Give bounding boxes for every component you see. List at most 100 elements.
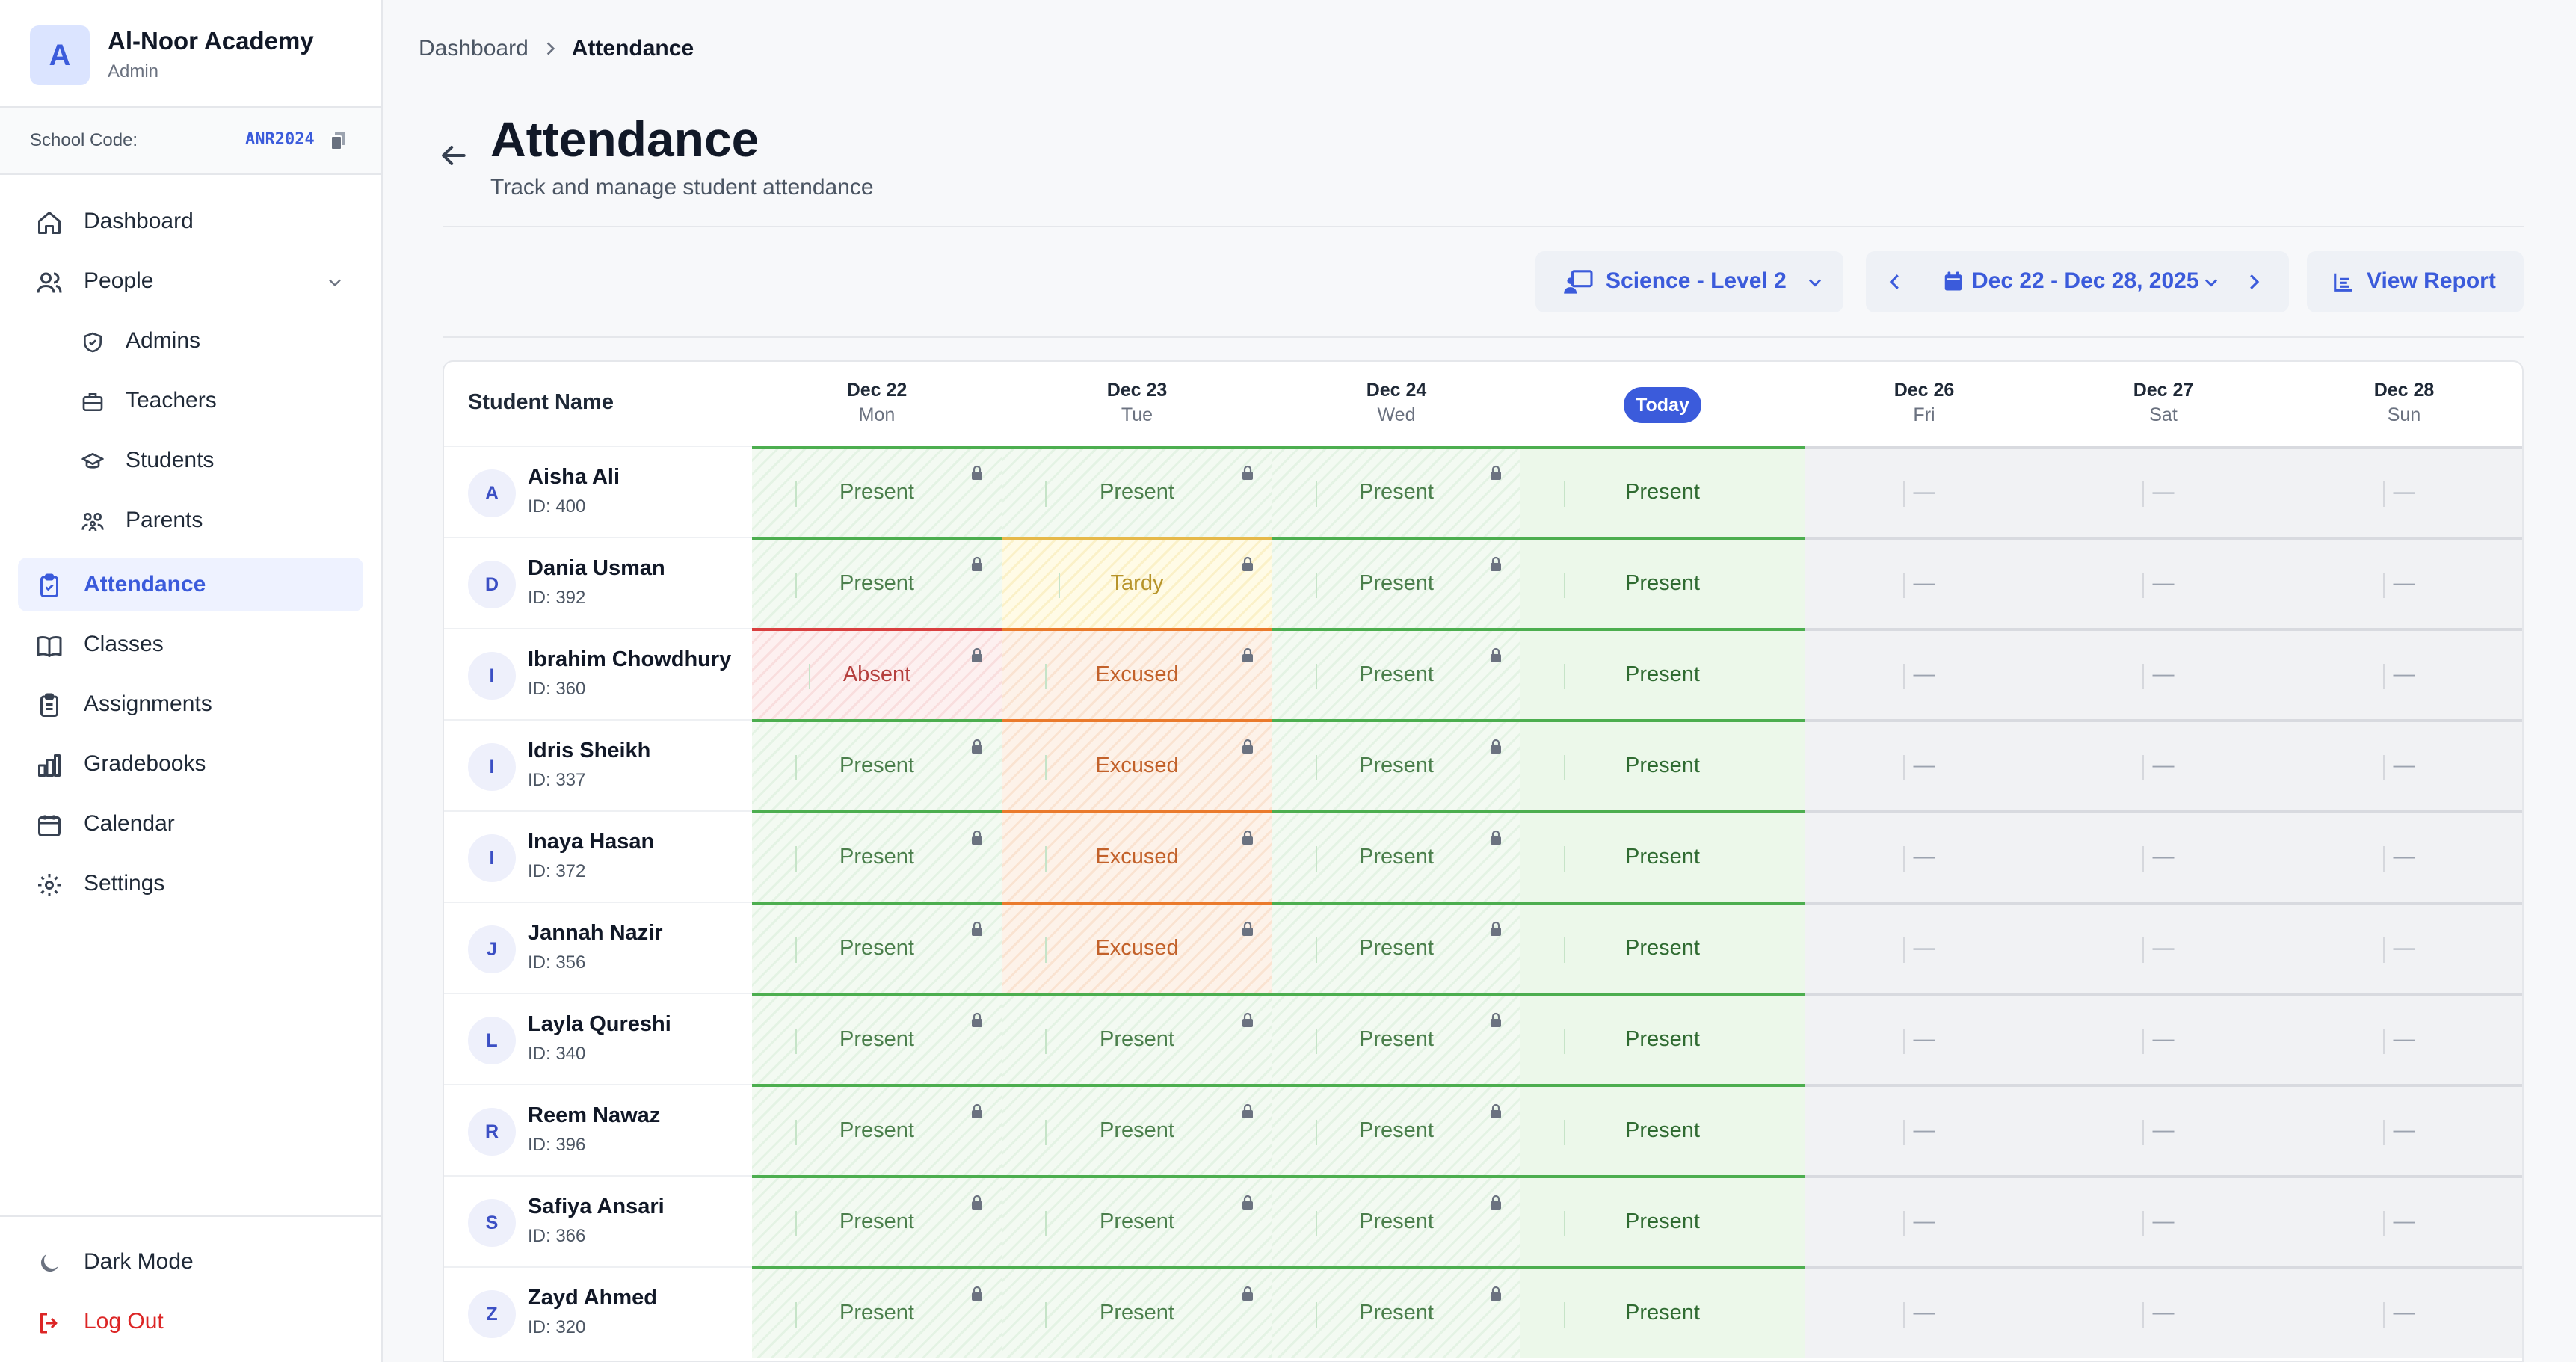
attendance-cell[interactable]: Present xyxy=(1002,1266,1272,1358)
attendance-cell-empty[interactable]: — xyxy=(2283,628,2522,719)
attendance-cell-empty[interactable]: — xyxy=(2044,993,2283,1084)
copy-icon[interactable] xyxy=(329,130,348,151)
nav-students[interactable]: Students xyxy=(18,434,363,487)
attendance-cell[interactable]: Present xyxy=(1520,719,1805,810)
attendance-cell-empty[interactable]: — xyxy=(1805,1175,2044,1266)
attendance-cell[interactable]: Present xyxy=(1272,1266,1520,1358)
student-cell[interactable]: R Reem Nawaz ID: 396 xyxy=(444,1084,752,1175)
attendance-cell[interactable]: Present xyxy=(1272,446,1520,537)
student-cell[interactable]: A Aisha Ali ID: 400 xyxy=(444,446,752,537)
attendance-cell-empty[interactable]: — xyxy=(1805,902,2044,993)
student-cell[interactable]: L Layla Qureshi ID: 340 xyxy=(444,993,752,1084)
attendance-cell-empty[interactable]: — xyxy=(2283,719,2522,810)
chevron-down-icon[interactable] xyxy=(324,272,345,293)
attendance-cell-empty[interactable]: — xyxy=(2044,810,2283,902)
nav-people[interactable]: People xyxy=(18,254,363,308)
attendance-cell[interactable]: Present xyxy=(1272,628,1520,719)
student-cell[interactable]: D Dania Usman ID: 392 xyxy=(444,537,752,628)
student-cell[interactable]: Z Zayd Ahmed ID: 320 xyxy=(444,1266,752,1358)
nav-parents[interactable]: Parents xyxy=(18,493,363,547)
attendance-cell-empty[interactable]: — xyxy=(1805,537,2044,628)
attendance-cell[interactable]: Present xyxy=(1520,1266,1805,1358)
nav-gradebooks[interactable]: Gradebooks xyxy=(18,737,363,791)
attendance-cell-empty[interactable]: — xyxy=(2283,1266,2522,1358)
back-arrow-icon[interactable] xyxy=(437,139,469,172)
attendance-cell[interactable]: Present xyxy=(1520,1175,1805,1266)
attendance-cell[interactable]: Present xyxy=(1002,1084,1272,1175)
attendance-cell[interactable]: Present xyxy=(1520,446,1805,537)
nav-assignments[interactable]: Assignments xyxy=(18,677,363,731)
previous-week-button[interactable] xyxy=(1884,271,1906,293)
attendance-cell-empty[interactable]: — xyxy=(2044,1175,2283,1266)
attendance-cell[interactable]: Present xyxy=(752,1084,1002,1175)
attendance-cell-empty[interactable]: — xyxy=(2044,1084,2283,1175)
breadcrumb-dashboard[interactable]: Dashboard xyxy=(419,36,529,61)
attendance-cell-empty[interactable]: — xyxy=(1805,628,2044,719)
nav-calendar[interactable]: Calendar xyxy=(18,797,363,851)
student-cell[interactable]: I Ibrahim Chowdhury ID: 360 xyxy=(444,628,752,719)
attendance-cell[interactable]: Excused xyxy=(1002,719,1272,810)
attendance-cell[interactable]: Present xyxy=(1520,810,1805,902)
attendance-cell[interactable]: Present xyxy=(1520,1084,1805,1175)
nav-settings[interactable]: Settings xyxy=(18,857,363,910)
attendance-cell[interactable]: Present xyxy=(1520,993,1805,1084)
attendance-cell[interactable]: Present xyxy=(752,902,1002,993)
attendance-cell-empty[interactable]: — xyxy=(2283,810,2522,902)
chevron-down-icon[interactable] xyxy=(2201,272,2222,293)
attendance-cell-empty[interactable]: — xyxy=(1805,1084,2044,1175)
attendance-cell-empty[interactable]: — xyxy=(2283,902,2522,993)
attendance-cell[interactable]: Present xyxy=(1272,993,1520,1084)
logout-button[interactable]: Log Out xyxy=(18,1295,363,1349)
attendance-cell[interactable]: Present xyxy=(752,810,1002,902)
attendance-cell[interactable]: Present xyxy=(752,446,1002,537)
nav-admins[interactable]: Admins xyxy=(18,314,363,368)
class-select[interactable]: Science - Level 2 xyxy=(1535,251,1843,312)
attendance-cell-empty[interactable]: — xyxy=(2044,446,2283,537)
attendance-cell[interactable]: Present xyxy=(1520,537,1805,628)
attendance-cell[interactable]: Present xyxy=(1272,719,1520,810)
attendance-cell[interactable]: Absent xyxy=(752,628,1002,719)
nav-teachers[interactable]: Teachers xyxy=(18,374,363,428)
attendance-cell[interactable]: Present xyxy=(752,1266,1002,1358)
week-range-label[interactable]: Dec 22 - Dec 28, 2025 xyxy=(1972,268,2199,293)
attendance-cell-empty[interactable]: — xyxy=(2283,993,2522,1084)
attendance-cell[interactable]: Present xyxy=(752,537,1002,628)
attendance-cell-empty[interactable]: — xyxy=(2044,628,2283,719)
attendance-cell[interactable]: Present xyxy=(752,1175,1002,1266)
student-cell[interactable]: S Safiya Ansari ID: 366 xyxy=(444,1175,752,1266)
attendance-cell[interactable]: Excused xyxy=(1002,902,1272,993)
nav-classes[interactable]: Classes xyxy=(18,617,363,671)
attendance-cell[interactable]: Present xyxy=(1520,628,1805,719)
attendance-cell[interactable]: Present xyxy=(1272,1084,1520,1175)
attendance-cell-empty[interactable]: — xyxy=(2283,537,2522,628)
student-cell[interactable]: J Jannah Nazir ID: 356 xyxy=(444,902,752,993)
next-week-button[interactable] xyxy=(2243,271,2265,293)
student-cell[interactable]: I Idris Sheikh ID: 337 xyxy=(444,719,752,810)
attendance-cell-empty[interactable]: — xyxy=(1805,446,2044,537)
attendance-cell-empty[interactable]: — xyxy=(1805,810,2044,902)
attendance-cell[interactable]: Tardy xyxy=(1002,537,1272,628)
attendance-cell[interactable]: Present xyxy=(752,719,1002,810)
attendance-cell[interactable]: Present xyxy=(1002,1175,1272,1266)
dark-mode-toggle[interactable]: Dark Mode xyxy=(18,1235,363,1289)
attendance-cell-empty[interactable]: — xyxy=(2283,1175,2522,1266)
attendance-cell[interactable]: Present xyxy=(1002,993,1272,1084)
attendance-cell[interactable]: Present xyxy=(1272,1175,1520,1266)
attendance-cell-empty[interactable]: — xyxy=(2044,902,2283,993)
attendance-cell[interactable]: Present xyxy=(1002,446,1272,537)
attendance-cell-empty[interactable]: — xyxy=(2044,719,2283,810)
attendance-cell-empty[interactable]: — xyxy=(2283,446,2522,537)
nav-dashboard[interactable]: Dashboard xyxy=(18,194,363,248)
attendance-cell-empty[interactable]: — xyxy=(2044,1266,2283,1358)
attendance-cell[interactable]: Present xyxy=(1520,902,1805,993)
student-cell[interactable]: I Inaya Hasan ID: 372 xyxy=(444,810,752,902)
attendance-cell[interactable]: Present xyxy=(1272,902,1520,993)
attendance-cell-empty[interactable]: — xyxy=(1805,993,2044,1084)
nav-attendance[interactable]: Attendance xyxy=(18,558,363,611)
attendance-cell[interactable]: Present xyxy=(1272,537,1520,628)
attendance-cell[interactable]: Present xyxy=(752,993,1002,1084)
attendance-cell[interactable]: Present xyxy=(1272,810,1520,902)
attendance-cell-empty[interactable]: — xyxy=(1805,719,2044,810)
attendance-cell-empty[interactable]: — xyxy=(2283,1084,2522,1175)
attendance-cell[interactable]: Excused xyxy=(1002,628,1272,719)
